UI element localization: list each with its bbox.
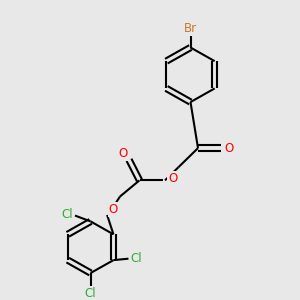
- Text: O: O: [168, 172, 177, 185]
- Text: O: O: [225, 142, 234, 154]
- Text: O: O: [118, 147, 127, 160]
- Text: Cl: Cl: [130, 252, 142, 265]
- Text: O: O: [109, 203, 118, 216]
- Text: Br: Br: [184, 22, 197, 35]
- Text: Cl: Cl: [85, 287, 96, 300]
- Text: Cl: Cl: [62, 208, 73, 220]
